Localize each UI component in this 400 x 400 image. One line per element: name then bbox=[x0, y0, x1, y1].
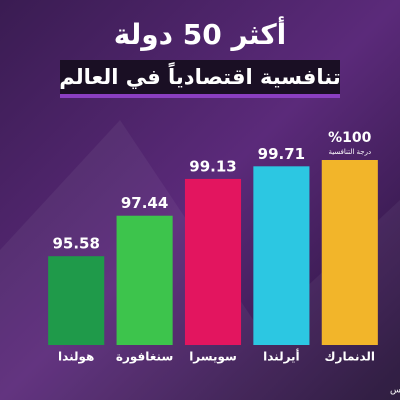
value-label: 95.58 bbox=[52, 235, 99, 253]
bar bbox=[116, 215, 173, 345]
subtitle-underline bbox=[60, 94, 340, 98]
bar bbox=[321, 160, 378, 345]
x-tick-label: هولندا bbox=[58, 350, 94, 365]
source: المصدر: ياهو فاينانس bbox=[390, 386, 400, 396]
value-label: %100 bbox=[328, 130, 372, 146]
subtitle-box bbox=[60, 60, 340, 94]
x-tick-label: أيرلندا bbox=[263, 349, 300, 364]
annotation: درجة التنافسية bbox=[328, 148, 371, 156]
x-tick-label: سنغافورة bbox=[116, 350, 173, 365]
chart-title: أكثر 50 دولة bbox=[114, 16, 286, 51]
chart-subtitle: تنافسية اقتصادياً في العالم bbox=[59, 61, 341, 89]
x-tick-label: سويسرا bbox=[189, 350, 237, 365]
value-label: 99.71 bbox=[258, 145, 305, 163]
bar bbox=[184, 178, 242, 345]
x-tick-label: الدنمارك bbox=[325, 350, 376, 364]
bar bbox=[253, 166, 310, 345]
bar bbox=[48, 256, 105, 345]
value-label: 99.13 bbox=[189, 157, 236, 175]
value-label: 97.44 bbox=[121, 194, 168, 212]
